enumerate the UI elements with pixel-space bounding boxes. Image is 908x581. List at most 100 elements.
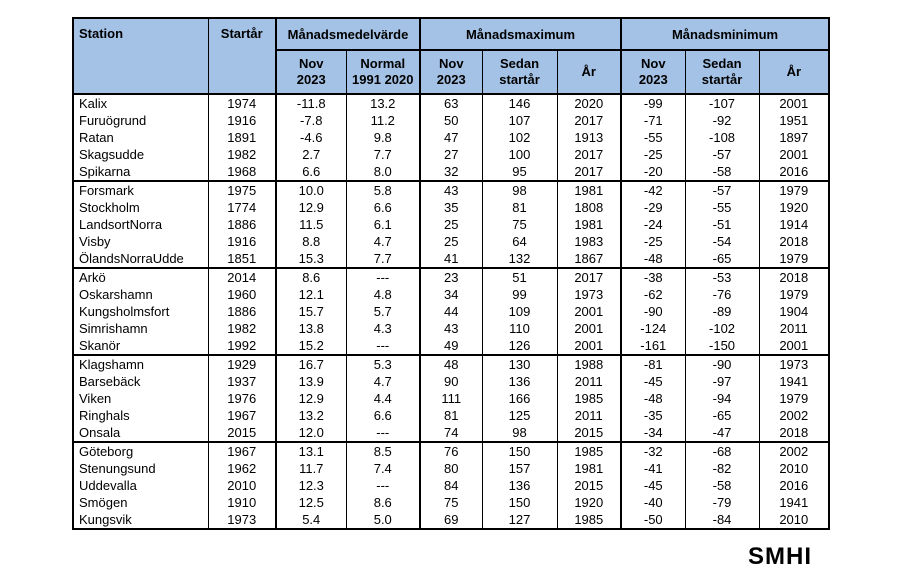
value-cell: 4.7 [345,373,421,390]
value-cell: 2010 [758,511,830,529]
value-cell: 8.0 [345,163,421,181]
subheader-line: År [581,64,596,79]
station-name-cell: Stockholm [79,200,140,215]
value-cell: 2011 [556,407,622,424]
subheader-line: 2023 [638,72,668,87]
smhi-logo: SMHI [748,543,812,570]
value-cell: 1916 [207,112,276,129]
value-cell: -65 [684,407,760,424]
value-cell: 1981 [556,460,622,477]
value-cell: 90 [419,373,483,390]
station-name-cell: Skagsudde [79,147,145,162]
table-row: Oskarshamn 1960 12.1 4.8 34 99 1973 -62 -76 1979 [73,286,830,303]
value-cell: 8.6 [275,268,346,286]
table-row: Simrishamn 1982 13.8 4.3 43 110 2001 -124 -102 20… [73,320,830,337]
value-cell: 15.7 [275,303,346,320]
value-cell: 126 [481,337,558,355]
value-cell: 13.9 [275,373,346,390]
value-cell: 34 [419,286,483,303]
value-cell: 2017 [556,163,622,181]
value-cell: 1886 [207,216,276,233]
value-cell: 75 [419,494,483,511]
value-cell: -124 [620,320,686,337]
value-cell: 1960 [207,286,276,303]
value-cell: -41 [620,460,686,477]
subheader-line: Nov [298,56,324,71]
value-cell: -68 [684,442,760,460]
value-cell: -79 [684,494,760,511]
value-cell: 25 [419,233,483,250]
value-cell: 2017 [556,268,622,286]
value-cell: 1941 [758,494,830,511]
value-cell: 41 [419,250,483,268]
value-cell: 1973 [556,286,622,303]
value-cell: 2016 [758,163,830,181]
subheader-mean-normal: Normal 1991 2020 [345,50,421,94]
value-cell: 136 [481,477,558,494]
value-cell: 2015 [556,477,622,494]
value-cell: -81 [620,355,686,373]
value-cell: 109 [481,303,558,320]
station-group: Kalix 1974 -11.8 13.2 63 146 2020 -99 -107 2001 Fu… [73,94,830,181]
value-cell: 48 [419,355,483,373]
value-cell: -90 [620,303,686,320]
value-cell: -32 [620,442,686,460]
value-cell: -55 [684,199,760,216]
value-cell: 63 [419,94,483,112]
table-row: Onsala 2015 12.0 --- 74 98 2015 -34 -47 2018 [73,424,830,442]
value-cell: -40 [620,494,686,511]
value-cell: 5.7 [345,303,421,320]
subheader-max-nov2023: Nov 2023 [419,50,483,94]
table-row: Stenungsund 1962 11.7 7.4 80 157 1981 -41 -82 201… [73,460,830,477]
value-cell: 1941 [758,373,830,390]
value-cell: -4.6 [275,129,346,146]
value-cell: 1981 [556,181,622,199]
value-cell: 1979 [758,390,830,407]
subheader-line: startår [499,72,540,87]
value-cell: -50 [620,511,686,529]
subheader-mean-nov2023: Nov 2023 [275,50,346,94]
value-cell: 7.4 [345,460,421,477]
value-cell: 150 [481,442,558,460]
table-row: Visby 1916 8.8 4.7 25 64 1983 -25 -54 2018 [73,233,830,250]
subheader-min-since-start: Sedan startår [684,50,760,94]
value-cell: -54 [684,233,760,250]
value-cell: 166 [481,390,558,407]
value-cell: 146 [481,94,558,112]
value-cell: 111 [419,390,483,407]
value-cell: -20 [620,163,686,181]
value-cell: 1808 [556,199,622,216]
value-cell: 51 [481,268,558,286]
subheader-line: 2023 [436,72,466,87]
value-cell: 6.6 [345,407,421,424]
value-cell: 11.2 [345,112,421,129]
value-cell: 8.5 [345,442,421,460]
station-group: Arkö 2014 8.6 --- 23 51 2017 -38 -53 2018 Oskarsha… [73,268,830,355]
value-cell: 2001 [758,337,830,355]
value-cell: 25 [419,216,483,233]
value-cell: -48 [620,250,686,268]
value-cell: -24 [620,216,686,233]
value-cell: 2017 [556,146,622,163]
table-row: LandsortNorra 1886 11.5 6.1 25 75 1981 -24 -51 19… [73,216,830,233]
value-cell: 2001 [556,337,622,355]
value-cell: 81 [419,407,483,424]
table-row: Forsmark 1975 10.0 5.8 43 98 1981 -42 -57 1979 [73,181,830,199]
value-cell: 125 [481,407,558,424]
value-cell: -76 [684,286,760,303]
value-cell: 6.6 [345,199,421,216]
value-cell: 1904 [758,303,830,320]
value-cell: 13.8 [275,320,346,337]
value-cell: 12.9 [275,199,346,216]
value-cell: 76 [419,442,483,460]
value-cell: 1985 [556,390,622,407]
value-cell: 1968 [207,163,276,181]
value-cell: 75 [481,216,558,233]
value-cell: 15.3 [275,250,346,268]
value-cell: 7.7 [345,250,421,268]
value-cell: 13.1 [275,442,346,460]
value-cell: 4.3 [345,320,421,337]
value-cell: 1951 [758,112,830,129]
table-row: Kungsholmsfort 1886 15.7 5.7 44 109 2001 -90 -89… [73,303,830,320]
station-name-cell: Arkö [79,270,106,285]
